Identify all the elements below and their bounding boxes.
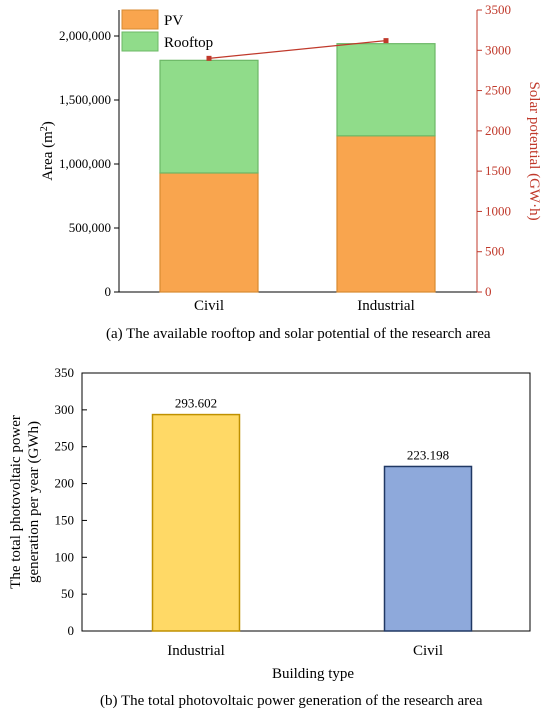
bar-pv-industrial [336, 135, 436, 293]
bar-industrial [151, 413, 241, 632]
chart-a-ytick-label: 1,500,000 [59, 92, 111, 107]
chart-a-y2tick-label: 0 [485, 284, 492, 299]
chart-a-bars [159, 43, 436, 293]
chart-b-ytick-label: 200 [55, 476, 75, 491]
chart-b-ytick-label: 0 [68, 623, 75, 638]
legend-swatch-rooftop [121, 31, 159, 52]
chart-b-ytick-label: 350 [55, 365, 75, 380]
chart-a-ylabel: Area (m2) [39, 121, 57, 181]
chart-b-category-labels: Industrial Civil [167, 643, 443, 659]
bar-rooftop-industrial [336, 43, 436, 137]
chart-b-category-label: Civil [413, 643, 443, 659]
chart-b-ytick-label: 150 [55, 512, 75, 527]
chart-a-left-ticks: 0 500,000 1,000,000 1,500,000 2,000,000 [59, 28, 119, 299]
chart-a-category-label: Civil [194, 298, 224, 314]
chart-a-caption: (a) The available rooftop and solar pote… [106, 326, 491, 342]
chart-a-y2label: Solar potential (GW·h) [526, 81, 542, 220]
chart-b-ylabel-line2: generation per year (GWh) [26, 421, 42, 583]
bar-civil [383, 465, 473, 632]
chart-b-ytick-label: 250 [55, 439, 75, 454]
value-label-industrial: 293.602 [175, 396, 217, 411]
chart-a-category-label: Industrial [357, 298, 415, 314]
chart-a-ytick-label: 1,000,000 [59, 156, 111, 171]
chart-a-right-ticks: 0 500 1000 1500 2000 2500 3000 3500 [477, 2, 511, 299]
chart-b-ytick-label: 300 [55, 402, 75, 417]
chart-a-y2tick-label: 3000 [485, 42, 511, 57]
chart-b-ylabel-line1: The total photovoltaic power [8, 415, 24, 589]
chart-a-y2tick-label: 3500 [485, 2, 511, 17]
value-label-civil: 223.198 [407, 447, 449, 462]
legend-label-rooftop: Rooftop [164, 35, 213, 51]
chart-a-ytick-label: 0 [105, 284, 112, 299]
chart-a-y2tick-label: 2000 [485, 123, 511, 138]
solar-potential-point [383, 38, 389, 44]
legend-label-pv: PV [164, 13, 183, 29]
chart-b-ytick-label: 50 [61, 586, 74, 601]
chart-a-y2tick-label: 1000 [485, 203, 511, 218]
chart-b-y-ticks: 0 50 100 150 200 250 300 350 [55, 365, 87, 638]
chart-a-y2tick-label: 500 [485, 244, 505, 259]
bar-pv-civil [159, 172, 259, 293]
chart-a: 0 500,000 1,000,000 1,500,000 2,000,000 0 500… [39, 2, 543, 342]
chart-a-y2tick-label: 2500 [485, 83, 511, 98]
chart-b-bars: 293.602 223.198 [151, 396, 473, 632]
solar-potential-point [206, 55, 212, 61]
chart-a-category-labels: Civil Industrial [194, 298, 415, 314]
chart-b-category-label: Industrial [167, 643, 225, 659]
chart-b-caption: (b) The total photovoltaic power generat… [100, 693, 483, 709]
bar-rooftop-civil [159, 59, 259, 174]
chart-b-ytick-label: 100 [55, 549, 75, 564]
chart-a-ytick-label: 2,000,000 [59, 28, 111, 43]
chart-a-ytick-label: 500,000 [69, 220, 111, 235]
chart-b-plot-frame [81, 372, 531, 632]
legend-swatch-pv [121, 9, 159, 30]
solar-potential-line [208, 40, 387, 59]
chart-b-xlabel: Building type [272, 666, 354, 682]
chart-a-y2tick-label: 1500 [485, 163, 511, 178]
chart-a-solar-line [206, 38, 389, 61]
